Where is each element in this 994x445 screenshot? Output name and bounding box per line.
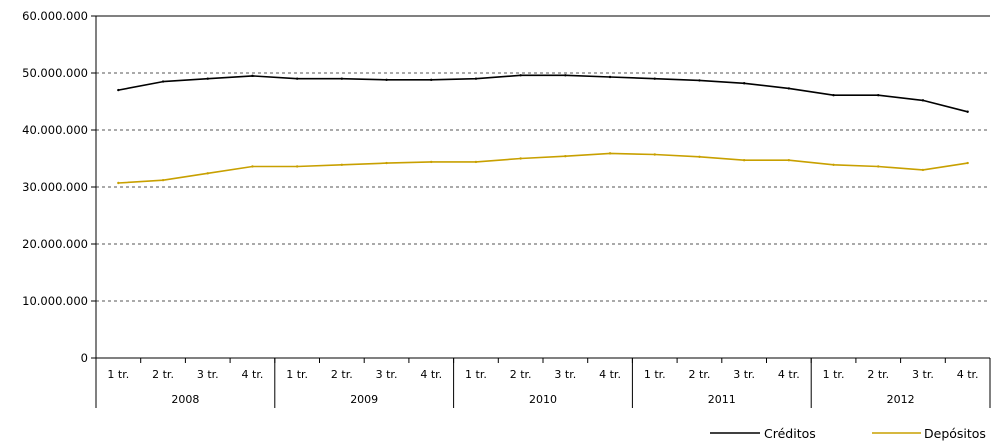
x-tick-label-quarter: 1 tr. xyxy=(823,368,845,381)
data-point xyxy=(340,163,344,166)
x-tick-label-quarter: 2 tr. xyxy=(331,368,353,381)
data-point xyxy=(161,178,165,182)
data-point xyxy=(519,74,522,77)
x-tick-label-quarter: 3 tr. xyxy=(376,368,398,381)
y-tick-label: 10.000.000 xyxy=(22,294,88,308)
y-tick-label: 0 xyxy=(81,351,88,365)
data-point xyxy=(474,160,478,164)
x-tick-label-year: 2008 xyxy=(171,393,199,406)
legend: Créditos Depósitos xyxy=(710,426,986,441)
data-point xyxy=(832,94,835,97)
x-tick-label-year: 2010 xyxy=(529,393,557,406)
data-point xyxy=(608,152,612,155)
data-point xyxy=(653,153,656,156)
data-point xyxy=(251,165,254,168)
x-tick-label-quarter: 1 tr. xyxy=(465,368,487,381)
x-axis: 1 tr. 2 tr. 3 tr. 4 tr. 1 tr. 2 tr. 3 tr. 4 tr.… xyxy=(95,357,991,408)
data-point xyxy=(608,75,612,79)
data-point xyxy=(430,78,433,82)
series-lines xyxy=(117,74,969,185)
data-point xyxy=(385,161,388,165)
data-point xyxy=(340,77,344,80)
data-point xyxy=(921,99,925,102)
data-point xyxy=(877,94,880,97)
x-tick-label-quarter: 1 tr. xyxy=(644,368,666,381)
data-point xyxy=(385,78,388,82)
data-point xyxy=(877,165,880,168)
grid-lines xyxy=(96,15,990,302)
data-point xyxy=(564,74,567,77)
y-tick-label: 40.000.000 xyxy=(22,123,88,137)
data-point xyxy=(787,87,791,90)
data-point xyxy=(742,159,746,162)
x-tick-label-quarter: 2 tr. xyxy=(689,368,711,381)
data-point xyxy=(161,80,165,83)
x-tick-label-year: 2012 xyxy=(887,393,915,406)
y-tick-label: 20.000.000 xyxy=(22,237,88,251)
x-tick-label-quarter: 1 tr. xyxy=(107,368,129,381)
data-point xyxy=(698,155,701,158)
data-point xyxy=(295,165,299,168)
data-point xyxy=(742,82,746,85)
x-tick-label-year: 2011 xyxy=(708,393,736,406)
data-point xyxy=(117,181,120,185)
legend-label: Depósitos xyxy=(924,426,986,441)
data-point xyxy=(117,88,120,92)
data-point xyxy=(653,77,656,80)
x-tick-label-quarter: 2 tr. xyxy=(152,368,174,381)
data-point xyxy=(966,161,969,165)
x-tick-label-quarter: 3 tr. xyxy=(733,368,755,381)
x-tick-label-quarter: 3 tr. xyxy=(554,368,576,381)
series-line-depósitos xyxy=(118,152,968,184)
data-point xyxy=(832,163,835,166)
x-tick-label-quarter: 4 tr. xyxy=(778,368,800,381)
x-tick-label-quarter: 2 tr. xyxy=(510,368,532,381)
y-tick-label: 50.000.000 xyxy=(22,66,88,80)
data-point xyxy=(206,77,209,80)
data-point xyxy=(564,155,567,158)
x-tick-label-quarter: 4 tr. xyxy=(599,368,621,381)
y-tick-label: 30.000.000 xyxy=(22,180,88,194)
data-point xyxy=(474,77,478,80)
x-tick-label-quarter: 4 tr. xyxy=(957,368,979,381)
x-tick-label-quarter: 2 tr. xyxy=(867,368,889,381)
x-tick-label-quarter: 1 tr. xyxy=(286,368,308,381)
x-tick-label-year: 2009 xyxy=(350,393,378,406)
data-point xyxy=(251,74,254,78)
data-point xyxy=(787,159,791,162)
x-tick-label-quarter: 3 tr. xyxy=(912,368,934,381)
x-tick-label-quarter: 4 tr. xyxy=(242,368,264,381)
data-point xyxy=(430,160,433,164)
data-point xyxy=(295,77,299,80)
legend-label: Créditos xyxy=(764,426,816,441)
data-point xyxy=(698,79,701,82)
series-line-créditos xyxy=(118,74,968,113)
x-tick-label-quarter: 3 tr. xyxy=(197,368,219,381)
y-tick-label: 60.000.000 xyxy=(22,9,88,23)
data-point xyxy=(966,110,969,113)
y-axis: 0 10.000.000 20.000.000 30.000.000 40.000.00… xyxy=(22,9,990,365)
data-point xyxy=(519,157,522,160)
data-point xyxy=(921,168,925,172)
x-tick-label-quarter: 4 tr. xyxy=(420,368,442,381)
data-point xyxy=(206,172,209,175)
